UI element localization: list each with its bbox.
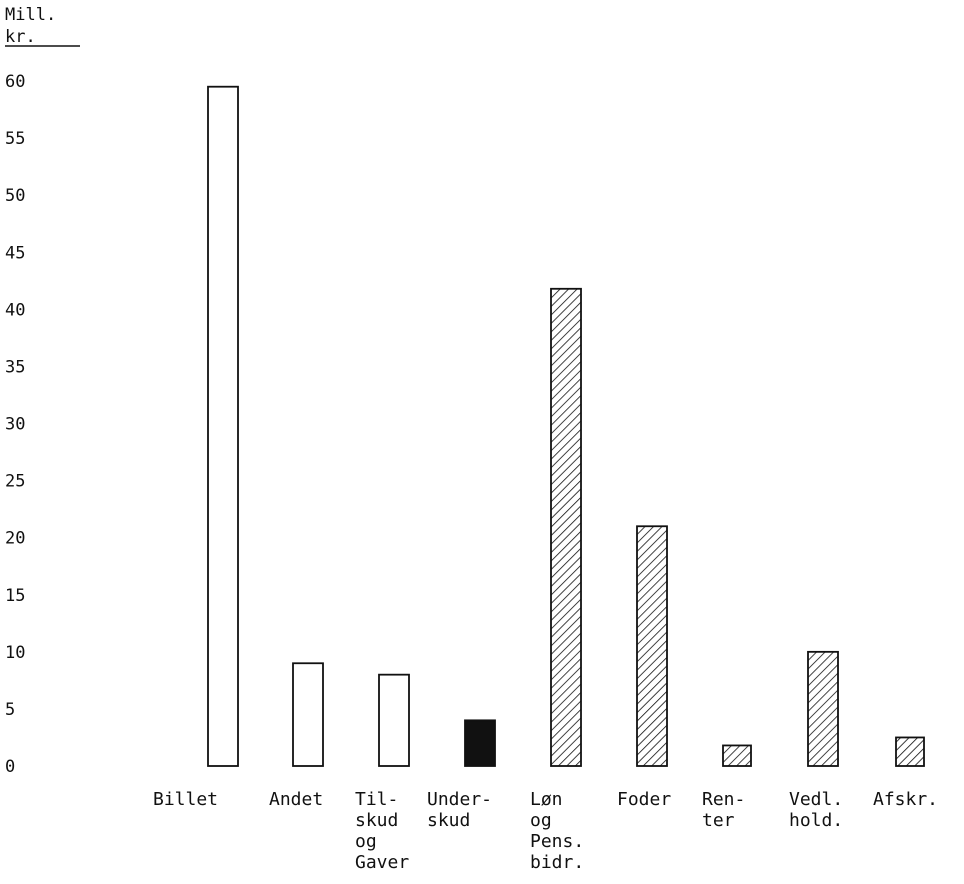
bar bbox=[895, 736, 925, 767]
y-tick-label: 10 bbox=[5, 643, 25, 663]
y-tick-label: 45 bbox=[5, 243, 25, 263]
bar bbox=[636, 525, 668, 767]
y-tick-label: 20 bbox=[5, 529, 25, 549]
category-label: Ren-ter bbox=[702, 789, 745, 831]
bar bbox=[464, 719, 496, 767]
y-tick-label: 50 bbox=[5, 186, 25, 206]
y-tick-label: 40 bbox=[5, 300, 25, 320]
y-tick-label: 25 bbox=[5, 472, 25, 492]
category-label: Afskr. bbox=[873, 789, 938, 810]
y-tick-label: 0 bbox=[5, 757, 15, 777]
bar bbox=[722, 744, 752, 767]
y-tick-label: 35 bbox=[5, 357, 25, 377]
bar bbox=[207, 85, 239, 767]
y-tick-label: 30 bbox=[5, 415, 25, 435]
category-label: Under-skud bbox=[427, 789, 492, 831]
bar bbox=[292, 662, 324, 767]
bar bbox=[550, 287, 582, 767]
bar bbox=[378, 673, 410, 767]
category-label: Andet bbox=[269, 789, 323, 810]
y-axis-ticks: 0 5 10 15 20 25 30 35 40 45 50 55 60 bbox=[5, 72, 25, 777]
y-unit-line: Mill. bbox=[5, 5, 56, 25]
y-axis-unit-label: Mill.kr. bbox=[5, 5, 80, 47]
category-label: Til-skud og Gaver bbox=[355, 789, 409, 873]
category-label: Billet bbox=[153, 789, 218, 810]
category-label: Løn og Pens. bidr. bbox=[530, 789, 584, 873]
y-tick-label: 5 bbox=[5, 700, 15, 720]
bars bbox=[207, 85, 925, 767]
bar bbox=[807, 650, 839, 767]
category-label: Foder bbox=[617, 789, 671, 810]
category-label: Vedl. hold. bbox=[789, 789, 843, 831]
y-unit-line: kr. bbox=[5, 27, 36, 47]
y-tick-label: 55 bbox=[5, 129, 25, 149]
x-axis-category-labels: Billet Andet Til-skud og Gaver Under-skud Løn o… bbox=[153, 789, 938, 873]
y-tick-label: 60 bbox=[5, 72, 25, 92]
y-tick-label: 15 bbox=[5, 586, 25, 606]
